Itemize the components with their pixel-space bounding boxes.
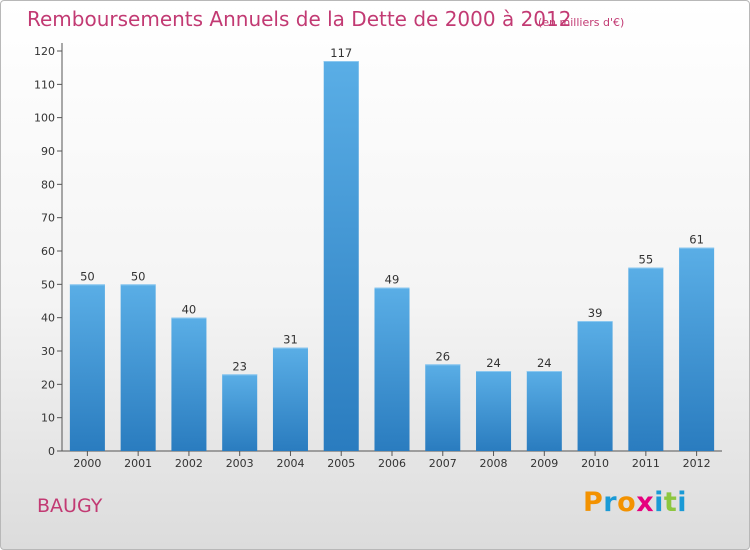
- x-tick-label: 2011: [632, 457, 660, 470]
- chart-unit: (en milliers d'€): [538, 16, 625, 29]
- bar-value-label: 24: [486, 356, 501, 370]
- city-name: BAUGY: [37, 495, 103, 517]
- bar-value-label: 61: [689, 233, 704, 247]
- logo-letter: P: [583, 487, 604, 518]
- chart-bars: [69, 61, 715, 451]
- bar: [272, 347, 308, 451]
- y-tick-label: 80: [41, 178, 55, 191]
- y-tick-label: 30: [41, 345, 55, 358]
- bar: [120, 284, 156, 451]
- y-tick-label: 10: [41, 412, 55, 425]
- y-tick-label: 70: [41, 212, 55, 225]
- chart-labels: 50 2000 50 2001 40 2002 23 2003 31 2004 117 2005 49 2…: [73, 46, 710, 470]
- bar: [425, 364, 461, 451]
- bar: [222, 374, 258, 451]
- bar: [374, 287, 410, 451]
- bar: [679, 247, 715, 451]
- bar-value-label: 55: [639, 253, 654, 267]
- x-tick-label: 2001: [124, 457, 152, 470]
- bar-value-label: 49: [385, 273, 400, 287]
- y-tick-label: 50: [41, 278, 55, 291]
- bar-value-label: 31: [283, 333, 298, 347]
- chart-title: Remboursements Annuels de la Dette de 20…: [27, 7, 572, 31]
- bar: [476, 371, 512, 451]
- y-tick-label: 60: [41, 245, 55, 258]
- x-tick-label: 2006: [378, 457, 406, 470]
- x-tick-label: 2010: [581, 457, 609, 470]
- bar-value-label: 117: [330, 46, 352, 60]
- y-tick-label: 110: [34, 78, 55, 91]
- bar-value-label: 23: [232, 359, 247, 373]
- y-tick-label: 90: [41, 145, 55, 158]
- logo-letter: r: [603, 487, 618, 518]
- bar-value-label: 40: [182, 303, 197, 317]
- y-tick-label: 0: [48, 445, 55, 458]
- bar: [526, 371, 562, 451]
- bar-value-label: 39: [588, 306, 603, 320]
- x-tick-label: 2007: [429, 457, 457, 470]
- bar: [171, 317, 207, 451]
- logo-letter: x: [636, 487, 655, 518]
- x-tick-label: 2005: [327, 457, 355, 470]
- logo-letter: i: [677, 487, 688, 518]
- x-tick-label: 2004: [276, 457, 304, 470]
- bar: [323, 61, 359, 451]
- logo-letter: i: [654, 487, 664, 518]
- bar: [69, 284, 105, 451]
- x-tick-label: 2008: [480, 457, 508, 470]
- bar-value-label: 24: [537, 356, 552, 370]
- x-tick-label: 2012: [683, 457, 711, 470]
- x-tick-label: 2000: [73, 457, 101, 470]
- y-tick-label: 100: [34, 112, 55, 125]
- y-tick-label: 120: [34, 45, 55, 58]
- logo-letter: o: [617, 487, 637, 518]
- bar-value-label: 26: [435, 349, 450, 363]
- proxiti-logo: Proxiti: [583, 487, 687, 518]
- bar: [628, 267, 664, 451]
- logo-letter: t: [663, 487, 678, 518]
- x-tick-label: 2003: [226, 457, 254, 470]
- x-tick-label: 2002: [175, 457, 203, 470]
- bar: [577, 321, 613, 451]
- bar-value-label: 50: [131, 269, 146, 283]
- x-tick-label: 2009: [530, 457, 558, 470]
- y-tick-label: 40: [41, 312, 55, 325]
- y-tick-label: 20: [41, 378, 55, 391]
- bar-value-label: 50: [80, 269, 95, 283]
